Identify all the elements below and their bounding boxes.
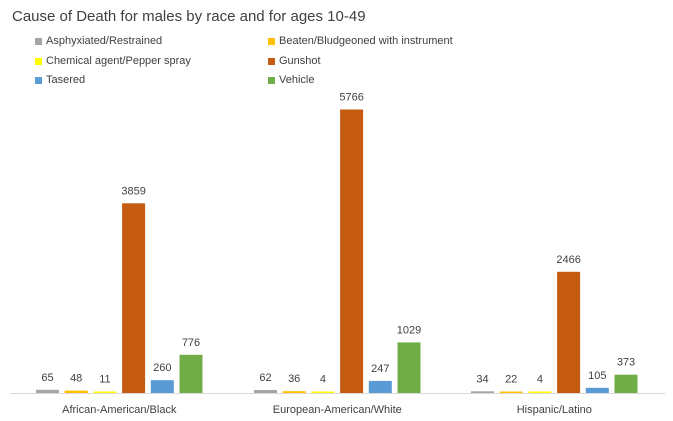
data-label: 36 xyxy=(288,373,300,385)
bar xyxy=(93,391,117,393)
bar xyxy=(368,380,392,393)
data-label: 11 xyxy=(99,374,110,386)
bar xyxy=(254,390,277,393)
legend-label: Chemical agent/Pepper spray xyxy=(46,55,191,67)
data-label: 260 xyxy=(153,362,171,374)
legend-label: Asphyxiated/Restrained xyxy=(46,35,163,47)
data-label: 247 xyxy=(371,363,389,375)
legend-label: Tasered xyxy=(46,74,86,86)
bar xyxy=(36,389,59,393)
legend-swatch xyxy=(268,57,275,65)
legend-item: Vehicle xyxy=(268,74,314,86)
data-label: 5766 xyxy=(339,92,363,104)
data-label: 48 xyxy=(70,373,82,385)
data-label: 776 xyxy=(182,337,200,349)
legend-item: Tasered xyxy=(35,74,85,86)
data-label: 373 xyxy=(617,357,635,369)
bar xyxy=(122,203,146,393)
data-label: 34 xyxy=(476,373,488,385)
x-tick-label: Hispanic/Latino xyxy=(517,404,592,416)
x-tick-label: European-American/White xyxy=(273,404,402,416)
data-label: 105 xyxy=(588,370,606,382)
bar xyxy=(585,387,609,393)
legend-swatch xyxy=(35,76,42,84)
data-label: 4 xyxy=(537,374,543,386)
bar xyxy=(471,391,494,393)
chart-title: Cause of Death for males by race and for… xyxy=(12,8,366,25)
data-label: 1029 xyxy=(397,324,421,336)
legend-item: Beaten/Bludgeoned with instrument xyxy=(268,35,453,47)
legend-label: Gunshot xyxy=(279,55,321,67)
bar xyxy=(528,391,552,393)
data-label: 3859 xyxy=(121,185,145,197)
legend-swatch xyxy=(35,57,42,65)
data-label: 62 xyxy=(259,372,271,384)
data-label: 65 xyxy=(41,372,53,384)
bar xyxy=(64,390,88,393)
data-label: 2466 xyxy=(556,254,580,266)
bar xyxy=(311,391,335,393)
legend: Asphyxiated/Restrained Beaten/Bludgeoned … xyxy=(0,0,673,100)
x-tick-label: African-American/Black xyxy=(62,404,177,416)
legend-item: Gunshot xyxy=(268,55,321,67)
legend-item: Asphyxiated/Restrained xyxy=(35,35,162,47)
bar xyxy=(150,380,174,393)
bar xyxy=(557,271,581,393)
legend-swatch xyxy=(268,37,275,45)
bar xyxy=(499,391,523,393)
bar xyxy=(179,354,203,393)
legend-label: Vehicle xyxy=(279,74,315,86)
bar xyxy=(614,374,638,393)
legend-label: Beaten/Bludgeoned with instrument xyxy=(279,35,453,47)
legend-swatch xyxy=(268,76,275,84)
data-label: 22 xyxy=(505,374,517,386)
bar xyxy=(397,342,421,393)
bar xyxy=(340,109,364,393)
bar xyxy=(282,391,306,393)
data-label: 4 xyxy=(320,374,326,386)
legend-swatch xyxy=(35,37,42,45)
legend-item: Chemical agent/Pepper spray xyxy=(35,55,191,67)
